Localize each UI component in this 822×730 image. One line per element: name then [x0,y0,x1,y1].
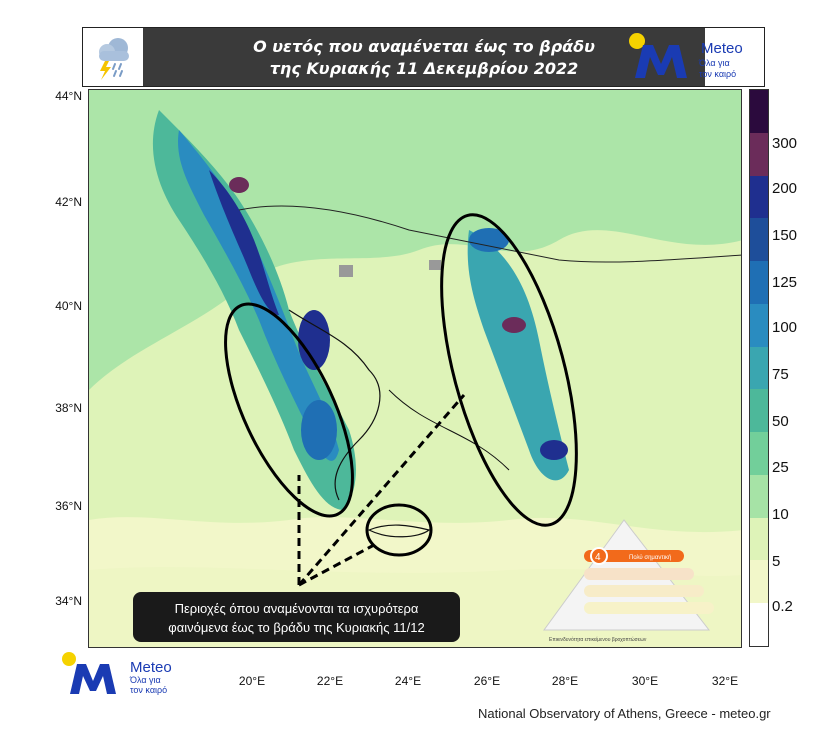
colorbar-segment [750,175,768,219]
callout-box: Περιοχές όπου αναμένονται τα ισχυρότερα … [133,592,460,642]
logo-tagline-1: Όλα για [698,58,730,68]
lon-label-32: 32°E [711,674,739,688]
map-svg: 4 Πολύ σημαντική Επικινδυνότητα επικείμε… [89,90,741,647]
colorbar-segment [750,132,768,177]
warning-scale: 4 Πολύ σημαντική Επικινδυνότητα επικείμε… [543,519,714,643]
colorbar-segment [750,389,768,433]
lon-label-30: 30°E [631,674,659,688]
title-box: Ο υετός που αναμένεται έως το βράδυ της … [143,28,705,86]
weather-storm-icon [99,38,129,80]
colorbar-label-10: 10 [772,506,789,523]
lat-label-44: 44°N [55,89,82,103]
colorbar-segment [750,474,768,519]
title-banner: Ο υετός που αναμένεται έως το βράδυ της … [82,27,765,87]
colorbar-label-25: 25 [772,459,789,476]
logo-bottom-tagline-2: τον καιρό [130,685,167,695]
logo-tagline-2: τον καιρό [699,69,736,79]
lat-label-42: 42°N [55,195,82,209]
lon-label-26: 26°E [473,674,501,688]
colorbar-label-75: 75 [772,366,789,383]
warning-caption: Επικινδυνότητα επικείμενου βροχοπτώσεων [549,636,647,643]
colorbar-label-150: 150 [772,227,798,244]
logo-brand: Meteo [701,40,743,57]
colorbar-label-5: 5 [772,553,781,570]
colorbar-segment [750,346,768,390]
lon-label-28: 28°E [551,674,579,688]
colorbar-segment [750,218,768,262]
colorbar-segment [750,261,768,305]
callout-line-1: Περιοχές όπου αναμένονται τα ισχυρότερα [174,601,419,616]
colorbar-segment [750,517,768,561]
title-line-1: Ο υετός που αναμένεται έως το βράδυ [253,37,595,56]
colorbar-label-100: 100 [772,319,798,336]
colorbar-segment [750,603,768,647]
lat-label-38: 38°N [55,401,82,415]
colorbar-segment [750,303,768,348]
lat-label-40: 40°N [55,299,82,313]
precipitation-map: 4 Πολύ σημαντική Επικινδυνότητα επικείμε… [88,89,742,648]
lon-label-22: 22°E [316,674,344,688]
lat-label-34: 34°N [55,594,82,608]
colorbar-label-0-2: 0.2 [772,598,793,615]
callout-line-2: φαινόμενα έως το βράδυ της Κυριακής 11/1… [168,620,425,635]
credit-text: National Observatory of Athens, Greece -… [478,706,771,721]
colorbar [749,89,769,647]
colorbar-label-50: 50 [772,413,789,430]
warning-active-level: 4 [595,552,601,563]
logo-bottom-tagline-1: Όλα για [129,675,161,685]
colorbar-label-125: 125 [772,274,798,291]
title-line-2: της Κυριακής 11 Δεκεμβρίου 2022 [269,59,579,78]
colorbar-segment [750,560,768,604]
colorbar-segment [750,90,768,134]
meteo-logo-icon: Meteo Όλα για τον καιρό [629,33,743,79]
meteo-logo-bottom-icon: Meteo Όλα για τον καιρό [62,652,172,695]
colorbar-label-300: 300 [772,135,798,152]
lon-label-24: 24°E [394,674,422,688]
logo-bottom-brand: Meteo [130,659,172,676]
colorbar-label-200: 200 [772,180,798,197]
lat-label-36: 36°N [55,499,82,513]
lon-label-20: 20°E [238,674,266,688]
warning-active-label: Πολύ σημαντική [629,554,671,561]
colorbar-segment [750,432,768,476]
